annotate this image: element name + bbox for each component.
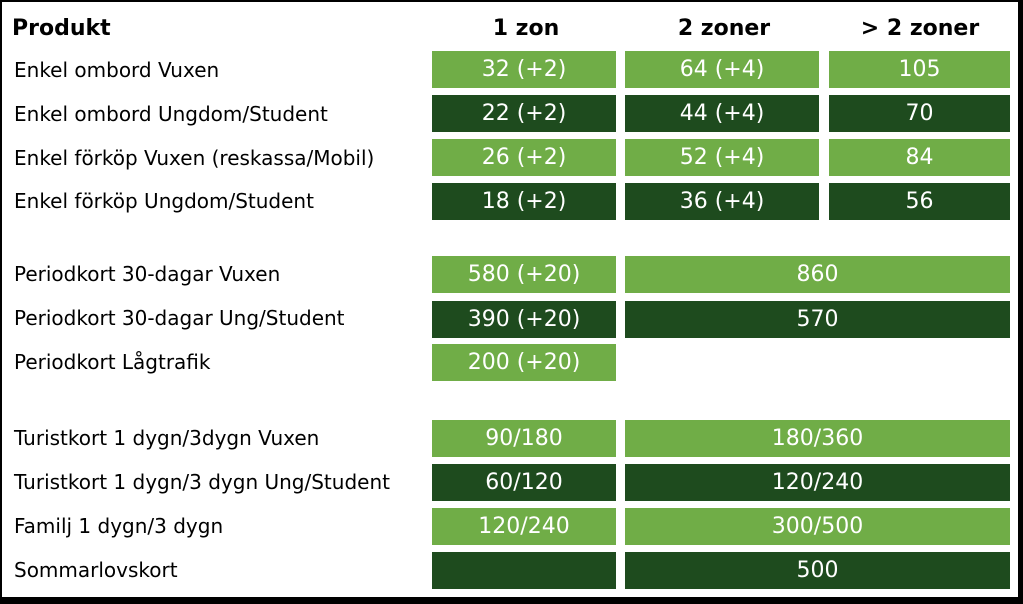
price-cell: 36 (+4) bbox=[625, 183, 819, 220]
row-label: Enkel förköp Ungdom/Student bbox=[14, 189, 314, 213]
row-label: Periodkort Lågtrafik bbox=[14, 350, 211, 374]
price-cell: 60/120 bbox=[432, 464, 616, 501]
price-cell bbox=[432, 552, 616, 589]
price-cell: 580 (+20) bbox=[432, 256, 616, 293]
price-cell: 32 (+2) bbox=[432, 51, 616, 88]
price-cell: 105 bbox=[829, 51, 1010, 88]
price-cell-merged: 500 bbox=[625, 552, 1010, 589]
header-product: Produkt bbox=[12, 16, 111, 41]
row-label: Familj 1 dygn/3 dygn bbox=[14, 514, 224, 538]
price-cell-merged: 570 bbox=[625, 301, 1010, 338]
price-cell: 56 bbox=[829, 183, 1010, 220]
header-zone1: 1 zon bbox=[492, 16, 560, 41]
price-cell-merged: 180/360 bbox=[625, 420, 1010, 457]
price-cell: 44 (+4) bbox=[625, 95, 819, 132]
row-label: Turistkort 1 dygn/3 dygn Ung/Student bbox=[14, 470, 390, 494]
price-cell: 64 (+4) bbox=[625, 51, 819, 88]
frame-edge bbox=[0, 597, 432, 604]
price-cell: 70 bbox=[829, 95, 1010, 132]
header-zone2: 2 zoner bbox=[677, 16, 771, 41]
price-cell: 18 (+2) bbox=[432, 183, 616, 220]
row-label: Enkel ombord Vuxen bbox=[14, 58, 220, 82]
price-cell: 22 (+2) bbox=[432, 95, 616, 132]
row-label: Periodkort 30-dagar Vuxen bbox=[14, 262, 281, 286]
row-label: Enkel ombord Ungdom/Student bbox=[14, 102, 328, 126]
row-label: Sommarlovskort bbox=[14, 558, 178, 582]
price-cell: 120/240 bbox=[432, 508, 616, 545]
row-label: Periodkort 30-dagar Ung/Student bbox=[14, 306, 345, 330]
price-cell: 84 bbox=[829, 139, 1010, 176]
price-table: Produkt 1 zon 2 zoner > 2 zoner Enkel om… bbox=[2, 2, 1018, 597]
price-cell: 90/180 bbox=[432, 420, 616, 457]
header-zone3: > 2 zoner bbox=[860, 16, 980, 41]
price-cell-merged: 860 bbox=[625, 256, 1010, 293]
row-label: Turistkort 1 dygn/3dygn Vuxen bbox=[14, 426, 320, 450]
price-cell-merged: 120/240 bbox=[625, 464, 1010, 501]
frame-edge bbox=[1018, 0, 1023, 410]
price-cell: 52 (+4) bbox=[625, 139, 819, 176]
row-label: Enkel förköp Vuxen (reskassa/Mobil) bbox=[14, 146, 375, 170]
price-cell-merged: 300/500 bbox=[625, 508, 1010, 545]
price-cell: 200 (+20) bbox=[432, 344, 616, 381]
price-cell: 390 (+20) bbox=[432, 301, 616, 338]
price-cell: 26 (+2) bbox=[432, 139, 616, 176]
